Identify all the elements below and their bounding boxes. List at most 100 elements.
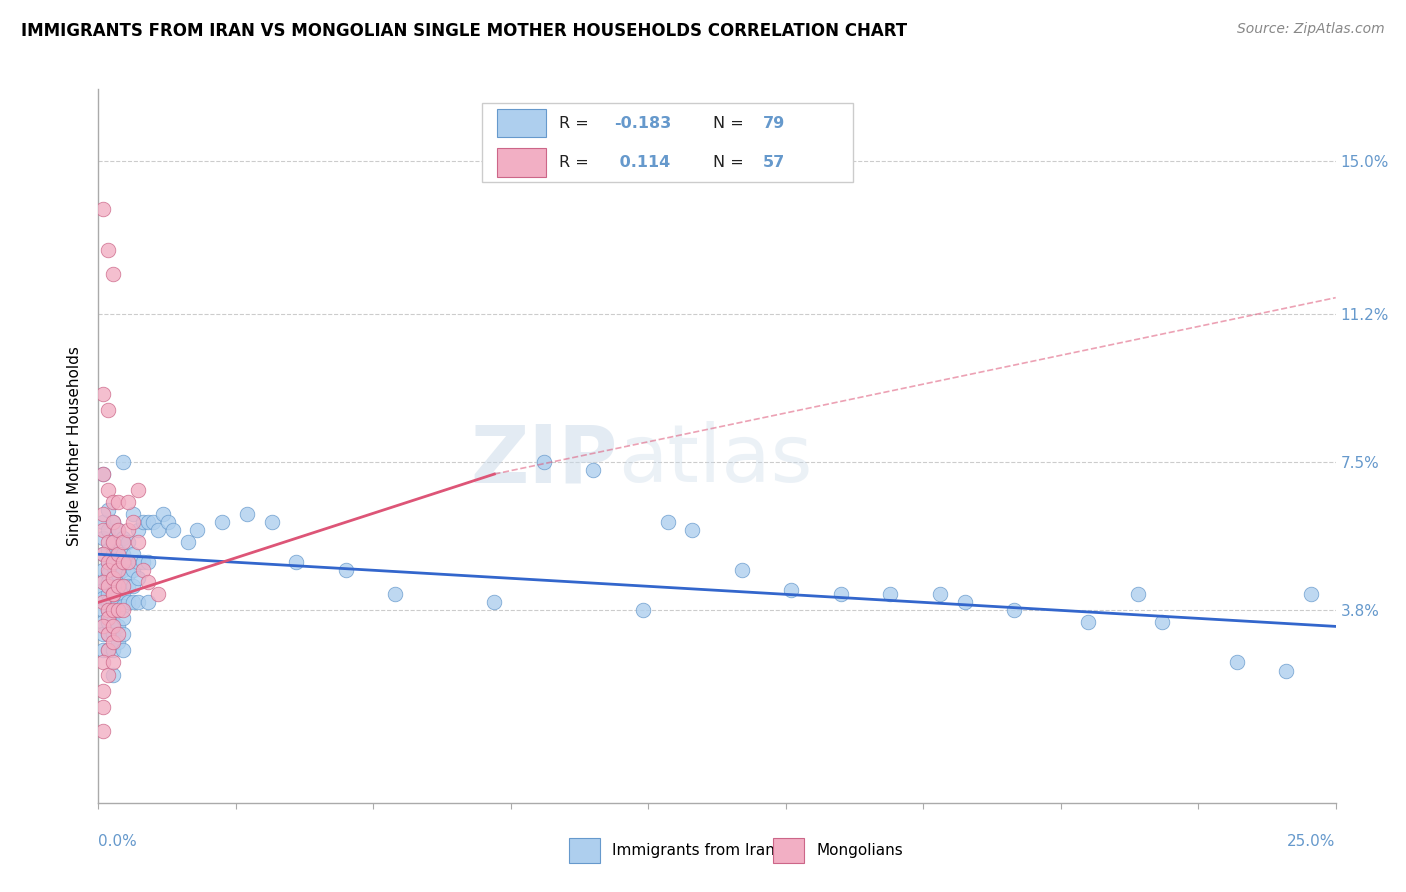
Point <box>112 547 135 561</box>
FancyBboxPatch shape <box>496 148 547 177</box>
Point <box>107 635 129 649</box>
Point <box>152 507 174 521</box>
Point <box>93 515 115 529</box>
Point <box>103 587 125 601</box>
Point <box>97 523 120 537</box>
Text: R =: R = <box>558 116 593 130</box>
Text: Mongolians: Mongolians <box>815 844 903 858</box>
Point <box>127 595 149 609</box>
Point <box>93 595 115 609</box>
Point <box>103 627 125 641</box>
Point <box>117 595 139 609</box>
Point <box>136 575 159 590</box>
Point <box>97 243 120 257</box>
Point <box>93 547 115 561</box>
Point <box>103 495 125 509</box>
Text: N =: N = <box>713 155 749 169</box>
FancyBboxPatch shape <box>482 103 853 182</box>
Point <box>97 503 120 517</box>
Point <box>928 587 950 601</box>
Point <box>93 523 115 537</box>
Point <box>93 643 115 657</box>
Point <box>93 467 115 481</box>
Point <box>107 579 129 593</box>
Point <box>127 535 149 549</box>
Point <box>136 555 159 569</box>
Point <box>122 507 145 521</box>
Point <box>132 555 155 569</box>
Point <box>97 403 120 417</box>
Point <box>93 656 115 670</box>
Point <box>1152 615 1174 630</box>
Point <box>186 523 208 537</box>
Point <box>142 515 165 529</box>
Point <box>533 455 555 469</box>
Text: 0.114: 0.114 <box>614 155 671 169</box>
Point <box>484 595 506 609</box>
Point <box>117 567 139 582</box>
Point <box>127 555 149 569</box>
Text: ZIP: ZIP <box>471 421 619 500</box>
Point <box>384 587 406 601</box>
Point <box>103 603 125 617</box>
Point <box>97 627 120 641</box>
Point <box>211 515 233 529</box>
Point <box>107 563 129 577</box>
Point <box>93 563 115 577</box>
Point <box>93 683 115 698</box>
Point <box>97 567 120 582</box>
Point <box>112 535 135 549</box>
Point <box>1126 587 1149 601</box>
FancyBboxPatch shape <box>496 109 547 137</box>
Point <box>93 575 115 590</box>
Point <box>103 535 125 549</box>
Point <box>117 555 139 569</box>
Point <box>107 495 129 509</box>
Point <box>93 202 115 217</box>
Point <box>103 535 125 549</box>
Point <box>93 603 115 617</box>
Point <box>97 643 120 657</box>
Text: 57: 57 <box>763 155 785 169</box>
Point <box>112 579 135 593</box>
Point <box>132 563 155 577</box>
Point <box>112 531 135 545</box>
Point <box>122 547 145 561</box>
Text: Source: ZipAtlas.com: Source: ZipAtlas.com <box>1237 22 1385 37</box>
Point <box>112 455 135 469</box>
Point <box>107 627 129 641</box>
Text: -0.183: -0.183 <box>614 116 672 130</box>
FancyBboxPatch shape <box>773 838 804 863</box>
Point <box>122 579 145 593</box>
Point <box>112 579 135 593</box>
Point <box>103 267 125 281</box>
Point <box>112 587 135 601</box>
Point <box>97 579 120 593</box>
Text: Immigrants from Iran: Immigrants from Iran <box>612 844 775 858</box>
Point <box>97 555 120 569</box>
Point <box>1226 656 1249 670</box>
Point <box>1002 603 1025 617</box>
Point <box>93 531 115 545</box>
Point <box>335 563 357 577</box>
Point <box>107 543 129 558</box>
Point <box>93 547 115 561</box>
Text: IMMIGRANTS FROM IRAN VS MONGOLIAN SINGLE MOTHER HOUSEHOLDS CORRELATION CHART: IMMIGRANTS FROM IRAN VS MONGOLIAN SINGLE… <box>21 22 907 40</box>
Point <box>146 587 169 601</box>
Point <box>103 571 125 585</box>
Point <box>97 603 120 617</box>
Point <box>97 615 120 630</box>
Point <box>93 575 115 590</box>
Point <box>93 583 115 598</box>
Point <box>107 555 129 569</box>
Point <box>1275 664 1298 678</box>
Point <box>127 523 149 537</box>
Point <box>176 535 198 549</box>
Point <box>107 567 129 582</box>
Point <box>162 523 184 537</box>
Point <box>127 483 149 497</box>
Point <box>117 579 139 593</box>
Point <box>97 595 120 609</box>
Point <box>122 595 145 609</box>
Point <box>236 507 259 521</box>
